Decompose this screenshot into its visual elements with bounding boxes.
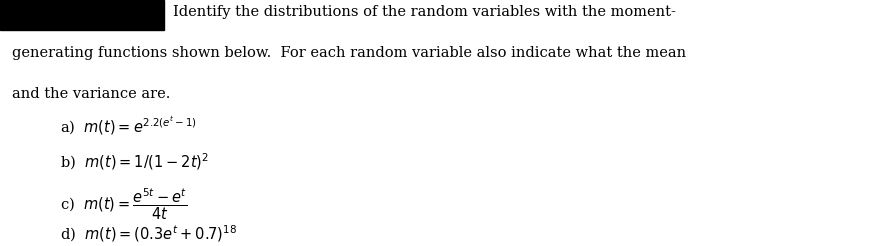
Text: Identify the distributions of the random variables with the moment-: Identify the distributions of the random… (173, 5, 675, 19)
Text: b)  $m(t) = 1/(1-2t)^2$: b) $m(t) = 1/(1-2t)^2$ (60, 151, 209, 171)
FancyBboxPatch shape (0, 0, 164, 30)
Text: c)  $m(t) = \dfrac{e^{5t}-e^{t}}{4t}$: c) $m(t) = \dfrac{e^{5t}-e^{t}}{4t}$ (60, 187, 188, 222)
Text: and the variance are.: and the variance are. (12, 87, 170, 101)
Text: generating functions shown below.  For each random variable also indicate what t: generating functions shown below. For ea… (12, 46, 685, 60)
Text: a)  $m(t) = e^{2.2(e^t-1)}$: a) $m(t) = e^{2.2(e^t-1)}$ (60, 115, 197, 137)
Text: d)  $m(t) = (0.3e^t + 0.7)^{18}$: d) $m(t) = (0.3e^t + 0.7)^{18}$ (60, 223, 237, 244)
